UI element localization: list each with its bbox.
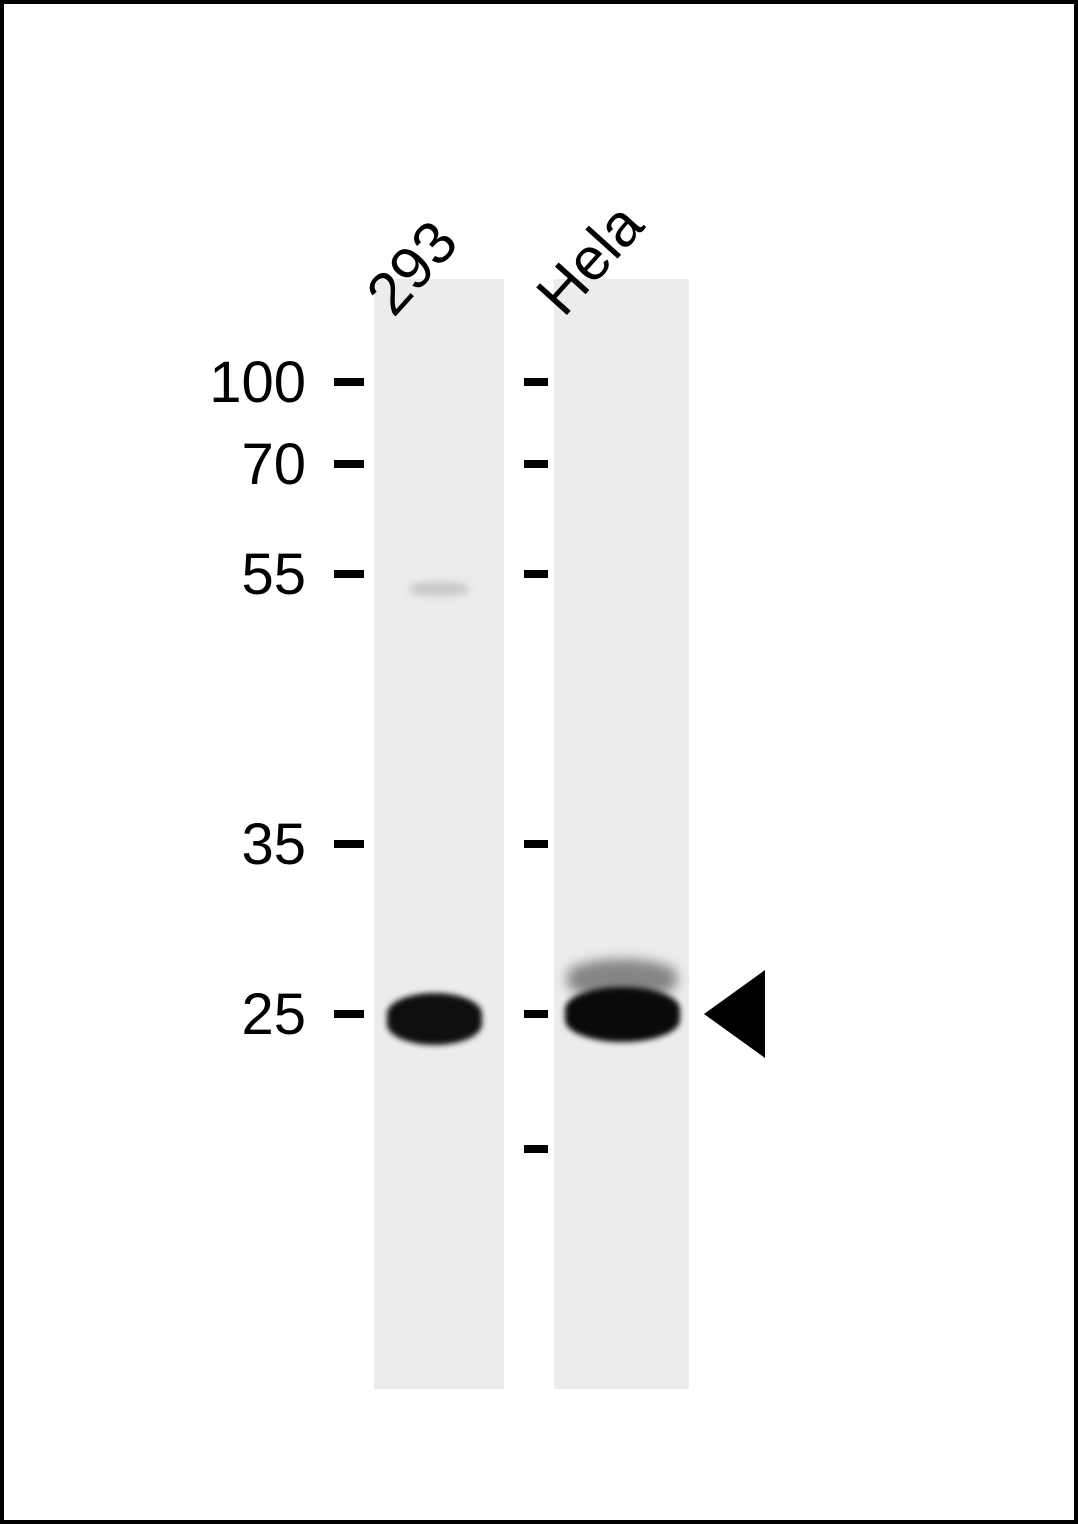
lane-hela-strip	[554, 279, 689, 1389]
lane-293	[374, 279, 504, 1389]
mw-label-55: 55	[241, 541, 306, 608]
mw-tick	[524, 460, 548, 468]
mw-label-70: 70	[241, 431, 306, 498]
lane-293-strip	[374, 279, 504, 1389]
mw-label-25: 25	[241, 981, 306, 1048]
band-indicator-arrow-icon	[704, 970, 765, 1058]
mw-tick	[524, 570, 548, 578]
mw-tick	[524, 1145, 548, 1153]
band	[387, 993, 482, 1045]
mw-tick	[334, 378, 364, 386]
band	[565, 987, 680, 1042]
mw-tick	[524, 1010, 548, 1018]
mw-tick	[334, 1010, 364, 1018]
mw-tick	[524, 378, 548, 386]
band	[409, 582, 469, 596]
mw-label-35: 35	[241, 811, 306, 878]
mw-tick	[334, 460, 364, 468]
mw-tick	[524, 840, 548, 848]
mw-tick	[334, 570, 364, 578]
mw-label-100: 100	[209, 349, 306, 416]
lane-hela	[554, 279, 689, 1389]
blot-frame: 293 Hela 100 70 55 35 25	[0, 0, 1078, 1524]
mw-tick	[334, 840, 364, 848]
